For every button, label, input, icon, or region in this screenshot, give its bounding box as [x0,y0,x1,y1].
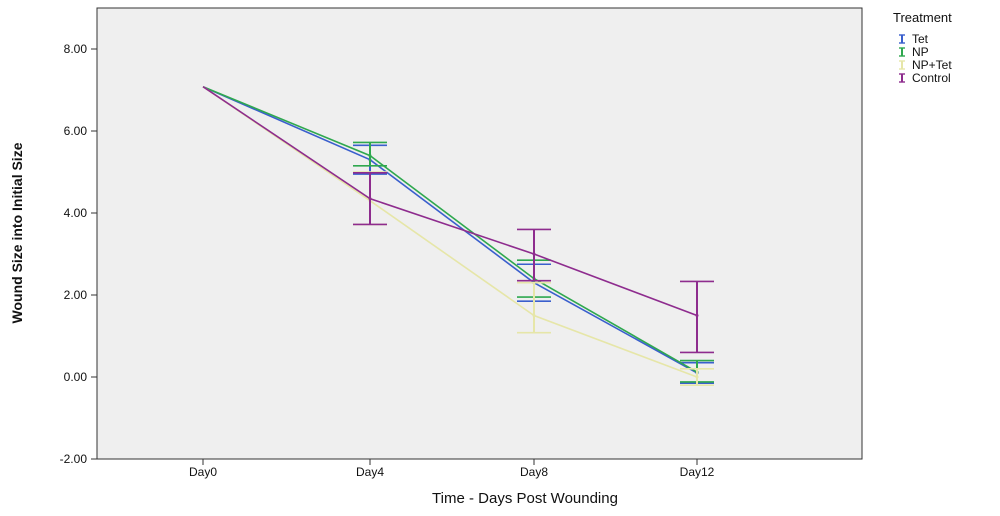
legend-item-np-tet: NP+Tet [899,58,952,72]
legend-label: NP [912,45,929,59]
legend-item-np: NP [899,45,929,59]
legend-label: NP+Tet [912,58,952,72]
error-bar [353,172,387,226]
error-bar [517,228,551,282]
y-tick-label: 6.00 [64,124,88,138]
data-point [532,252,536,256]
data-point [368,197,372,201]
y-tick-label: 2.00 [64,288,88,302]
error-bar [680,367,714,387]
series-line-np-tet [202,86,698,378]
error-bar [517,281,551,334]
series-control [202,86,714,354]
x-tick-label: Day12 [680,465,715,479]
x-tick-label: Day4 [356,465,384,479]
y-tick-label: 8.00 [64,42,88,56]
error-bar [680,280,714,354]
plot-background [96,7,863,460]
y-axis-title: Wound Size into Initial Size [9,142,25,323]
data-point [695,375,699,379]
y-tick-label: 0.00 [64,370,88,384]
legend-label: Control [912,71,951,85]
y-axis: -2.00 0.00 2.00 4.00 6.00 8.00 [60,42,97,466]
data-point [695,314,699,317]
x-axis: Day0 Day4 Day8 Day12 [189,459,715,479]
legend-item-tet: Tet [899,32,929,46]
data-point [532,314,536,317]
x-tick-label: Day8 [520,465,548,479]
series-line-np [202,85,698,373]
y-tick-label: 4.00 [64,206,88,220]
y-tick-label: -2.00 [60,452,88,466]
series-layer [202,85,714,387]
legend-label: Tet [912,32,929,46]
error-bar [353,141,387,167]
legend-item-control: Control [899,71,951,85]
data-point [368,154,372,158]
series-line-tet [202,85,698,374]
x-axis-title: Time - Days Post Wounding [432,490,618,507]
legend-title: Treatment [893,10,952,25]
series-line-control [202,86,698,317]
x-tick-label: Day0 [189,465,217,479]
